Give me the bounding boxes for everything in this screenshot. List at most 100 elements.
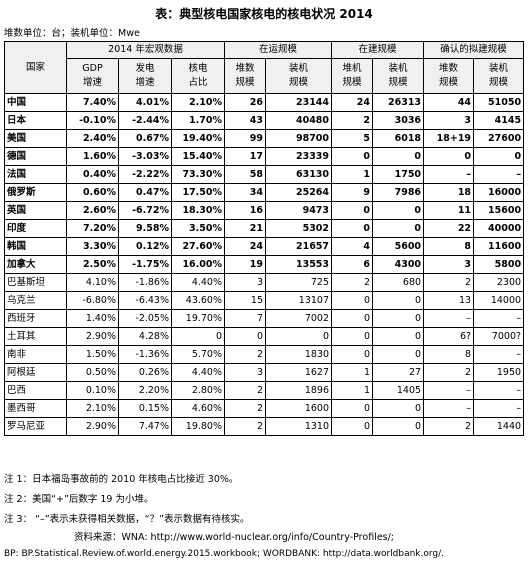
country-name: 日本 (4, 111, 67, 130)
table-row: 加拿大 2.50% -1.75% 16.00% 19 13553 6 4300 3 5800 (4, 255, 525, 274)
table-cell: 9473 (265, 201, 333, 220)
country-name: 罗马尼亚 (4, 417, 67, 436)
table-cell: 0 (331, 309, 374, 328)
header-subcol-4: 堆数 规模 (224, 58, 267, 94)
table-cell: 16000 (473, 183, 525, 202)
table-cell: 19 (224, 255, 267, 274)
table-row: 日本 -0.10% -2.44% 1.70% 43 40480 2 3036 3 4145 (4, 111, 525, 130)
table-cell: 18+19 (423, 129, 475, 148)
table-row: 西班牙 1.40% -2.05% 19.70% 7 7002 0 0– – (4, 309, 525, 328)
table-cell: 0.40% (66, 165, 119, 184)
table-cell: 3 (423, 255, 475, 274)
table-cell: -1.75% (118, 255, 172, 274)
source-line-2: BP: BP.Statistical.Review.of.world.energ… (4, 549, 445, 559)
table-cell: 0 (473, 147, 525, 166)
table-cell: 1950 (473, 363, 525, 382)
country-name: 美国 (4, 129, 67, 148)
table-cell: 23339 (265, 147, 333, 166)
table-cell: 0 (170, 327, 226, 346)
table-cell: 0 (372, 147, 425, 166)
table-cell: 5 (331, 129, 374, 148)
table-cell: 7 (224, 309, 267, 328)
table-cell: 14000 (473, 291, 525, 310)
table-cell: 2.40% (66, 129, 119, 148)
table-cell: 4300 (372, 255, 425, 274)
table-cell: – (473, 399, 525, 418)
table-cell: 2.80% (170, 381, 226, 400)
country-name: 墨西哥 (4, 399, 67, 418)
table-cell: 0 (331, 399, 374, 418)
header-group-operating: 在运规模 (224, 41, 333, 59)
table-cell: 40000 (473, 219, 525, 238)
table-cell: 23144 (265, 93, 333, 112)
table-row: 俄罗斯 0.60% 0.47% 17.50% 34 25264 9 7986 18 16000 (4, 183, 525, 202)
table-cell: 2 (423, 417, 475, 436)
table-cell: 5302 (265, 219, 333, 238)
table-cell: -2.22% (118, 165, 172, 184)
table-cell: 19.40% (170, 129, 226, 148)
table-cell: 4 (331, 237, 374, 256)
table-cell: 27.60% (170, 237, 226, 256)
table-cell: 63130 (265, 165, 333, 184)
table-cell: 1.70% (170, 111, 226, 130)
table-cell: 0 (331, 345, 374, 364)
table-cell: 1750 (372, 165, 425, 184)
table-cell: 99 (224, 129, 267, 148)
table-cell: 18 (423, 183, 475, 202)
table-cell: 1600 (265, 399, 333, 418)
header-subcol-5: 装机 规模 (265, 58, 333, 94)
table-row: 墨西哥 2.10% 0.15% 4.60% 2 1600 0 0– – (4, 399, 525, 418)
table-cell: 5800 (473, 255, 525, 274)
table-row: 中国 7.40% 4.01% 2.10% 26 23144 24 26313 44 51050 (4, 93, 525, 112)
table-cell: 0 (331, 417, 374, 436)
table-cell: 51050 (473, 93, 525, 112)
table-cell: 7.40% (66, 93, 119, 112)
country-name: 俄罗斯 (4, 183, 67, 202)
table-cell: 2.90% (66, 327, 119, 346)
header-row-subcols: GDP 增速 发电 增速 核电 占比 堆数 规模 装机 规模 堆机 规模 装机 规模 堆数 规模 装机 规模 (5, 58, 525, 94)
table-cell: 1627 (265, 363, 333, 382)
table-cell: 1440 (473, 417, 525, 436)
table-cell: – (423, 399, 475, 418)
units-line: 堆数单位：台；装机单位：Mwe (4, 28, 140, 39)
table-cell: 0.10% (66, 381, 119, 400)
table-cell: 2.90% (66, 417, 119, 436)
country-name: 巴西 (4, 381, 67, 400)
table-cell: 27 (372, 363, 425, 382)
table-cell: 3 (224, 363, 267, 382)
table-cell: 7.47% (118, 417, 172, 436)
notes-section: 注 1：日本福岛事故前的 2010 年核电占比接近 30%。 注 2：美国“+”… (4, 470, 526, 562)
table-cell: 58 (224, 165, 267, 184)
table-cell: 73.30% (170, 165, 226, 184)
table-cell: 1.50% (66, 345, 119, 364)
table-cell: 44 (423, 93, 475, 112)
table-cell: 18.30% (170, 201, 226, 220)
table-cell: 0.12% (118, 237, 172, 256)
table-cell: 5600 (372, 237, 425, 256)
table-cell: 24 (331, 93, 374, 112)
table-row: 阿根廷 0.50% 0.26% 4.40% 3 1627 1 27 2 1950 (4, 363, 525, 382)
table-cell: 43 (224, 111, 267, 130)
table-row: 美国 2.40% 0.67% 19.40% 99 98700 5 6018 18+19 27600 (4, 129, 525, 148)
table-cell: – (423, 309, 475, 328)
table-cell: 6018 (372, 129, 425, 148)
country-name: 阿根廷 (4, 363, 67, 382)
table-cell: 7986 (372, 183, 425, 202)
table-row: 巴基斯坦 4.10% -1.86% 4.40% 3 725 2 680 2 2300 (4, 273, 525, 292)
table-row: 土耳其 2.90% 4.28% 0 0 0 0 0 6? 7000? (4, 327, 525, 346)
table-cell: -6.72% (118, 201, 172, 220)
table-cell: 2 (423, 273, 475, 292)
table-cell: 11600 (473, 237, 525, 256)
table-cell: 8 (423, 345, 475, 364)
table-cell: 2 (224, 381, 267, 400)
table-row: 法国 0.40% -2.22% 73.30% 58 63130 1 1750– – (4, 165, 525, 184)
table-cell: 4.40% (170, 363, 226, 382)
table-cell: -2.44% (118, 111, 172, 130)
table-cell: 7000? (473, 327, 525, 346)
table-cell: 0.26% (118, 363, 172, 382)
table-cell: 1830 (265, 345, 333, 364)
table-cell: 43.60% (170, 291, 226, 310)
header-subcol-3: 核电 占比 (170, 58, 226, 94)
table-cell: 9 (331, 183, 374, 202)
table-cell: 0 (372, 291, 425, 310)
